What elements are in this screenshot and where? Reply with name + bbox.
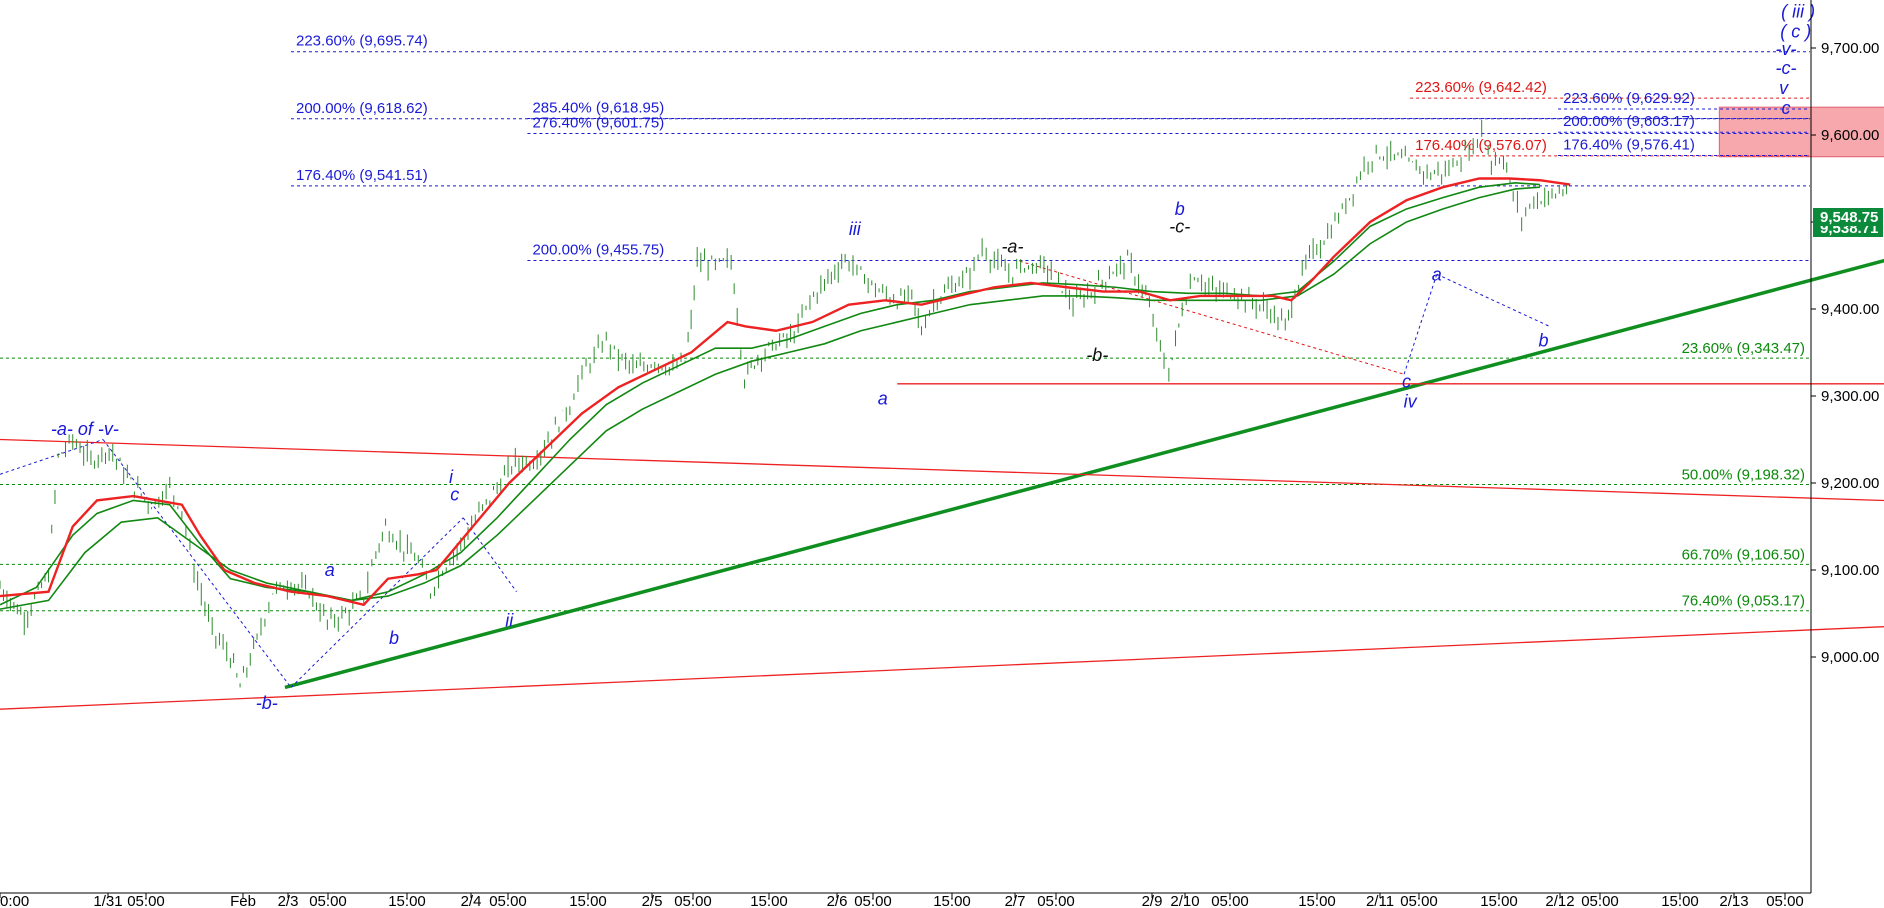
x-tick-label: 15:00 bbox=[1480, 893, 1518, 908]
y-axis-ticks: 9,000.00 9,100.00 9,200.00 9,300.00 9,400.00… bbox=[1811, 40, 1879, 666]
x-tick-label: 05:00 bbox=[309, 893, 347, 908]
wave-label: c bbox=[450, 484, 459, 504]
fib-label: 223.60% (9,642.42) bbox=[1415, 79, 1547, 96]
x-tick-label: 05:00 bbox=[1400, 893, 1438, 908]
wave-label: a bbox=[878, 389, 888, 409]
ma-green-fast bbox=[0, 182, 1540, 606]
fib-label: 285.40% (9,618.95) bbox=[532, 100, 664, 117]
x-tick-label: 2/9 bbox=[1142, 893, 1163, 908]
wave-label: iv bbox=[1404, 391, 1418, 411]
wave-connector-line bbox=[0, 439, 104, 475]
price-badge: 9,538.71 9,548.75 bbox=[1813, 208, 1883, 237]
y-tick-label: 9,700.00 bbox=[1821, 40, 1879, 57]
wave-label: c bbox=[1782, 98, 1791, 118]
trend-line bbox=[0, 626, 1884, 710]
x-tick-label: 05:00 bbox=[1766, 893, 1804, 908]
trend-line bbox=[284, 258, 1884, 690]
wave-label: -b- bbox=[256, 693, 278, 713]
x-tick-label: 15:00 bbox=[569, 893, 607, 908]
y-tick-label: 9,000.00 bbox=[1821, 649, 1879, 666]
fib-label: 66.70% (9,106.50) bbox=[1682, 546, 1805, 563]
x-tick-label: 05:00 bbox=[127, 893, 165, 908]
wave-label: -b- bbox=[1086, 345, 1108, 365]
plot-background bbox=[0, 0, 1810, 908]
x-tick-label: 2/11 bbox=[1366, 893, 1394, 908]
wave-label: a bbox=[325, 560, 335, 580]
y-tick-label: 9,300.00 bbox=[1821, 388, 1879, 405]
trend-line bbox=[0, 438, 1884, 502]
last-price-label: 9,548.75 bbox=[1820, 209, 1878, 226]
wave-label: a bbox=[1432, 264, 1442, 284]
x-tick-label: 05:00 bbox=[674, 893, 712, 908]
fib-label: 76.40% (9,053.17) bbox=[1682, 593, 1805, 610]
wave-connector-line bbox=[290, 517, 464, 688]
x-axis-ticks: 0:00 1/31 05:00 Feb 2/3 05:00 15:00 2/4 05:00 15:… bbox=[0, 893, 1804, 908]
fib-label: 200.00% (9,603.17) bbox=[1563, 113, 1695, 130]
moving-averages bbox=[0, 177, 1571, 610]
fib-label: 200.00% (9,618.62) bbox=[296, 100, 428, 117]
wave-label: ( c ) bbox=[1780, 22, 1811, 42]
y-tick-label: 9,100.00 bbox=[1821, 562, 1879, 579]
x-tick-label: 1/31 bbox=[93, 893, 122, 908]
wave-label: ( iii ) bbox=[1781, 2, 1815, 22]
x-tick-label: 2/3 bbox=[278, 893, 299, 908]
wave-connector-line bbox=[1019, 260, 1405, 375]
wave-label: -c- bbox=[1776, 58, 1797, 78]
x-tick-label: 05:00 bbox=[1211, 893, 1249, 908]
wave-label: -c- bbox=[1169, 216, 1190, 236]
y-tick-label: 9,200.00 bbox=[1821, 475, 1879, 492]
x-tick-label: 05:00 bbox=[489, 893, 527, 908]
fib-label: 23.60% (9,343.47) bbox=[1682, 340, 1805, 357]
trend-lines bbox=[0, 258, 1884, 710]
wave-label: ii bbox=[505, 611, 514, 631]
wave-label: b bbox=[1539, 330, 1549, 350]
x-tick-label: 05:00 bbox=[1037, 893, 1075, 908]
wave-label: b bbox=[1175, 199, 1185, 219]
wave-label: -a- of -v- bbox=[51, 419, 119, 439]
wave-label: -a- bbox=[1001, 236, 1023, 256]
wave-label: iii bbox=[849, 219, 862, 239]
fib-label: 200.00% (9,455.75) bbox=[532, 241, 664, 258]
wave-connector-line bbox=[1436, 273, 1550, 327]
x-tick-label: 15:00 bbox=[1298, 893, 1336, 908]
fib-label: 276.40% (9,601.75) bbox=[532, 114, 664, 131]
fibonacci-levels: 223.60% (9,695.74) 200.00% (9,618.62) 176.… bbox=[0, 33, 1810, 612]
fib-label: 223.60% (9,695.74) bbox=[296, 33, 428, 50]
ma-red bbox=[0, 177, 1571, 607]
x-tick-label: 15:00 bbox=[933, 893, 971, 908]
x-tick-label: 15:00 bbox=[1661, 893, 1699, 908]
x-tick-label: 2/12 bbox=[1545, 893, 1574, 908]
x-tick-label: 2/6 bbox=[827, 893, 848, 908]
wave-labels: -a- of -v--b-abiciiiiia-a--b-b-c-acivb( … bbox=[51, 2, 1815, 714]
wave-label: b bbox=[389, 628, 399, 648]
x-tick-label: 15:00 bbox=[750, 893, 788, 908]
wave-label: i bbox=[449, 467, 454, 487]
x-tick-label: 2/4 bbox=[461, 893, 482, 908]
price-candles bbox=[0, 119, 1568, 688]
axes bbox=[0, 0, 1812, 894]
x-tick-label: 05:00 bbox=[854, 893, 892, 908]
x-tick-label: 2/7 bbox=[1005, 893, 1026, 908]
y-tick-label: 9,400.00 bbox=[1821, 301, 1879, 318]
wave-label: c bbox=[1402, 371, 1411, 391]
fib-label: 176.40% (9,576.07) bbox=[1415, 137, 1547, 154]
x-tick-label: 0:00 bbox=[0, 893, 29, 908]
x-tick-label: Feb bbox=[230, 893, 256, 908]
wave-label: -v- bbox=[1776, 39, 1797, 59]
x-tick-label: 2/5 bbox=[642, 893, 663, 908]
x-tick-label: 2/10 bbox=[1170, 893, 1199, 908]
fib-label: 50.00% (9,198.32) bbox=[1682, 466, 1805, 483]
wave-connector-line bbox=[102, 439, 292, 688]
wave-count-lines bbox=[0, 260, 1550, 688]
fib-label: 223.60% (9,629.92) bbox=[1563, 90, 1695, 107]
fib-label: 176.40% (9,541.51) bbox=[296, 167, 428, 184]
wave-label: v bbox=[1779, 78, 1789, 98]
fib-label: 176.40% (9,576.41) bbox=[1563, 137, 1695, 154]
last-price-badge bbox=[1813, 208, 1883, 226]
x-tick-label: 15:00 bbox=[388, 893, 426, 908]
x-tick-label: 05:00 bbox=[1581, 893, 1619, 908]
x-tick-label: 2/13 bbox=[1719, 893, 1748, 908]
y-tick-label: 9,600.00 bbox=[1821, 127, 1879, 144]
